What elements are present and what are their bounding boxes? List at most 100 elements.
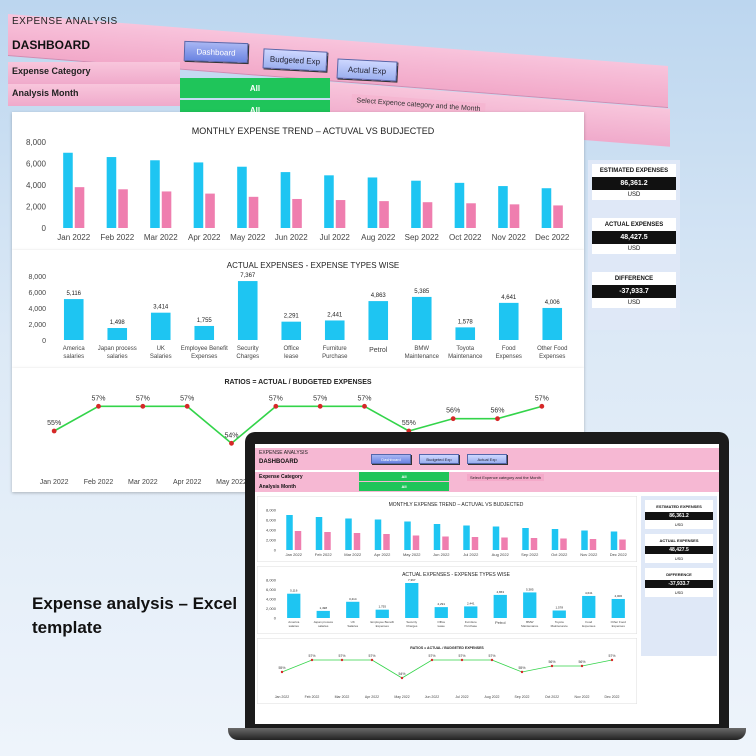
x-tick-label: lease	[284, 354, 299, 360]
data-label: 54%	[398, 672, 405, 676]
bar-estimated	[324, 175, 334, 228]
bar-actual	[294, 531, 302, 550]
chart-title: RATIOS = ACTUAL / BUDGETED EXPENSES	[224, 379, 371, 386]
x-tick-label: Expenses	[582, 624, 596, 628]
bar-actual	[553, 205, 563, 228]
difference-card: DIFFERENCE -37,933.7 USD	[592, 272, 676, 308]
bar-estimated	[106, 157, 117, 228]
x-tick-label: Petrol	[369, 347, 388, 354]
data-label: 57%	[136, 395, 150, 402]
y-tick-label: 6,000	[266, 518, 277, 523]
bar-actual	[205, 193, 215, 228]
ratio-point	[430, 658, 434, 662]
bar-expense	[405, 583, 419, 618]
x-tick-label: Security	[237, 346, 259, 352]
ratio-line	[53, 405, 543, 445]
x-tick-label: Charges	[406, 624, 418, 628]
bar-estimated	[522, 528, 529, 550]
laptop-screen: EXPENSE ANALYSIS DASHBOARD Dashboard Bud…	[245, 432, 729, 730]
x-tick-label: Salaries	[347, 624, 358, 628]
ratio-point	[51, 428, 57, 434]
ratio-point	[229, 440, 234, 446]
x-tick-label: salaries	[318, 624, 329, 628]
difference-value: -37,933.7	[592, 285, 676, 298]
bar-expense	[63, 299, 84, 340]
bar-actual	[383, 534, 390, 550]
bar-actual	[442, 536, 449, 550]
bar-expense	[493, 594, 507, 618]
data-label: 57%	[535, 395, 549, 402]
bar-estimated	[551, 529, 559, 550]
mini-difference-card: DIFFERENCE -37,933.7 USD	[645, 568, 713, 597]
ratio-point	[310, 658, 314, 662]
app-title: EXPENSE ANALYSIS	[12, 16, 118, 27]
ratio-point	[184, 403, 190, 409]
bar-expense	[368, 301, 389, 340]
x-tick-label: Nov 2022	[492, 233, 527, 242]
mini-estimated-label: ESTIMATED EXPENSES	[656, 504, 702, 509]
x-tick-label: Jun 2022	[425, 695, 439, 699]
data-label: 55%	[518, 666, 525, 670]
expense-category-select[interactable]: All	[180, 78, 330, 98]
bar-estimated	[454, 182, 465, 228]
expense-types-chart: ACTUAL EXPENSES - EXPENSE TYPES WISE 8,00…	[28, 261, 567, 360]
bar-actual	[471, 537, 479, 550]
bar-actual	[74, 187, 85, 228]
ratio-point	[370, 658, 374, 662]
x-tick-label: Maintenance	[551, 624, 569, 628]
data-label: 57%	[428, 654, 435, 658]
mini-estimated-unit: USD	[674, 522, 684, 527]
expense-category-label: Expense Category	[12, 66, 91, 76]
bar-actual	[161, 191, 172, 228]
mini-actual-card: ACTUAL EXPENSES 48,427.5 USD	[645, 534, 713, 563]
mini-budgeted-button[interactable]: Budgeted Exp	[419, 454, 459, 464]
data-label: 3,414	[153, 305, 169, 311]
mini-app-title: EXPENSE ANALYSIS	[259, 450, 308, 456]
data-label: 5,116	[290, 589, 298, 593]
data-label: 5,116	[66, 291, 81, 297]
budgeted-exp-button[interactable]: Budgeted Exp	[262, 48, 328, 72]
data-label: 2,441	[467, 601, 475, 605]
x-tick-label: Jan 2022	[40, 479, 69, 486]
mini-actual-value: 48,427.5	[645, 546, 713, 554]
x-tick-label: Expenses	[612, 624, 626, 628]
x-tick-label: Expenses	[539, 354, 565, 360]
x-tick-label: UK	[351, 620, 355, 624]
mini-category-select[interactable]: All	[359, 472, 449, 481]
y-tick-label: 0	[274, 616, 277, 621]
actual-exp-button[interactable]: Actual Exp	[336, 58, 398, 82]
mini-category-label: Expense Category	[259, 474, 303, 480]
x-tick-label: Other Food	[611, 620, 627, 624]
x-tick-label: Japan process	[98, 346, 137, 352]
expense-types-panel: ACTUAL EXPENSES - EXPENSE TYPES WISE 8,00…	[12, 250, 584, 368]
x-tick-label: salaries	[289, 624, 300, 628]
x-tick-label: Petrol	[495, 620, 506, 625]
mini-actual-button[interactable]: Actual Exp	[467, 454, 507, 464]
data-label: 1,578	[458, 319, 474, 325]
y-tick-label: 4,000	[266, 528, 277, 533]
mini-estimated-value: 86,361.2	[645, 512, 713, 520]
ratio-point	[520, 670, 524, 674]
x-tick-label: Aug 2022	[361, 233, 396, 242]
data-label: 4,863	[496, 590, 504, 594]
x-tick-label: Japan process	[313, 620, 333, 624]
ratio-point	[273, 403, 279, 409]
mini-difference-label: DIFFERENCE	[666, 572, 692, 577]
data-label: 1,498	[110, 320, 126, 326]
ratio-point	[400, 676, 404, 680]
x-tick-label: BMW	[526, 620, 534, 624]
difference-unit: USD	[627, 300, 641, 306]
mini-difference-unit: USD	[674, 590, 684, 595]
x-tick-label: Furniture	[465, 620, 477, 624]
bar-actual	[501, 537, 508, 550]
laptop-dashboard: EXPENSE ANALYSIS DASHBOARD Dashboard Bud…	[255, 444, 719, 724]
ratio-line	[281, 659, 613, 679]
x-tick-label: Employee Benefit	[181, 346, 228, 352]
mini-month-select[interactable]: All	[359, 482, 449, 491]
bar-expense	[434, 607, 448, 618]
dashboard-button[interactable]: Dashboard	[183, 40, 249, 64]
x-tick-label: May 2022	[216, 479, 247, 486]
y-tick-label: 2,000	[26, 203, 47, 212]
mini-dashboard-button[interactable]: Dashboard	[371, 454, 411, 464]
data-label: 57%	[338, 654, 345, 658]
